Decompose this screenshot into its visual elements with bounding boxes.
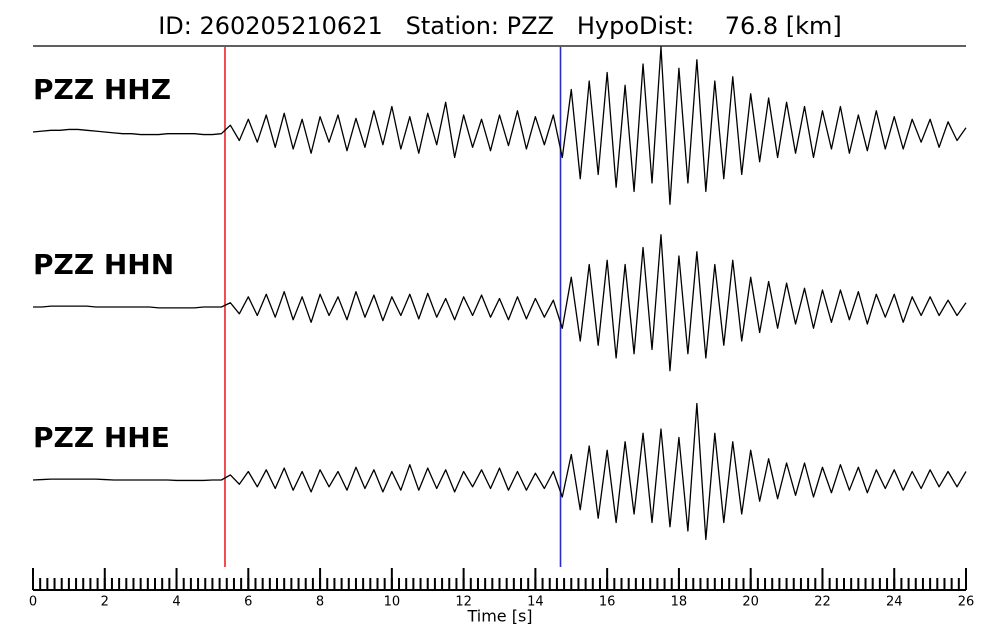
waveform — [33, 234, 967, 372]
x-tick-label: 0 — [29, 595, 37, 610]
trace-label: PZZ HHN — [33, 248, 174, 281]
x-tick-label: 26 — [958, 595, 975, 610]
trace-label: PZZ HHZ — [33, 73, 171, 106]
trace-label: PZZ HHE — [33, 421, 170, 454]
x-tick-label: 16 — [599, 595, 616, 610]
x-tick-label: 18 — [671, 595, 688, 610]
x-tick-label: 8 — [316, 595, 324, 610]
x-tick-label: 12 — [455, 595, 472, 610]
waveform — [32, 46, 967, 205]
x-tick-label: 2 — [101, 595, 109, 610]
chart-title: ID: 260205210621 Station: PZZ HypoDist: … — [158, 12, 842, 40]
x-tick-label: 22 — [814, 595, 831, 610]
waveform — [32, 402, 967, 541]
x-tick-label: 24 — [886, 595, 903, 610]
x-tick-label: 10 — [384, 595, 401, 610]
x-tick-label: 20 — [742, 595, 759, 610]
x-tick-label: 6 — [244, 595, 252, 610]
x-axis-label: Time [s] — [466, 607, 532, 626]
x-tick-label: 14 — [527, 595, 544, 610]
x-tick-label: 4 — [172, 595, 180, 610]
